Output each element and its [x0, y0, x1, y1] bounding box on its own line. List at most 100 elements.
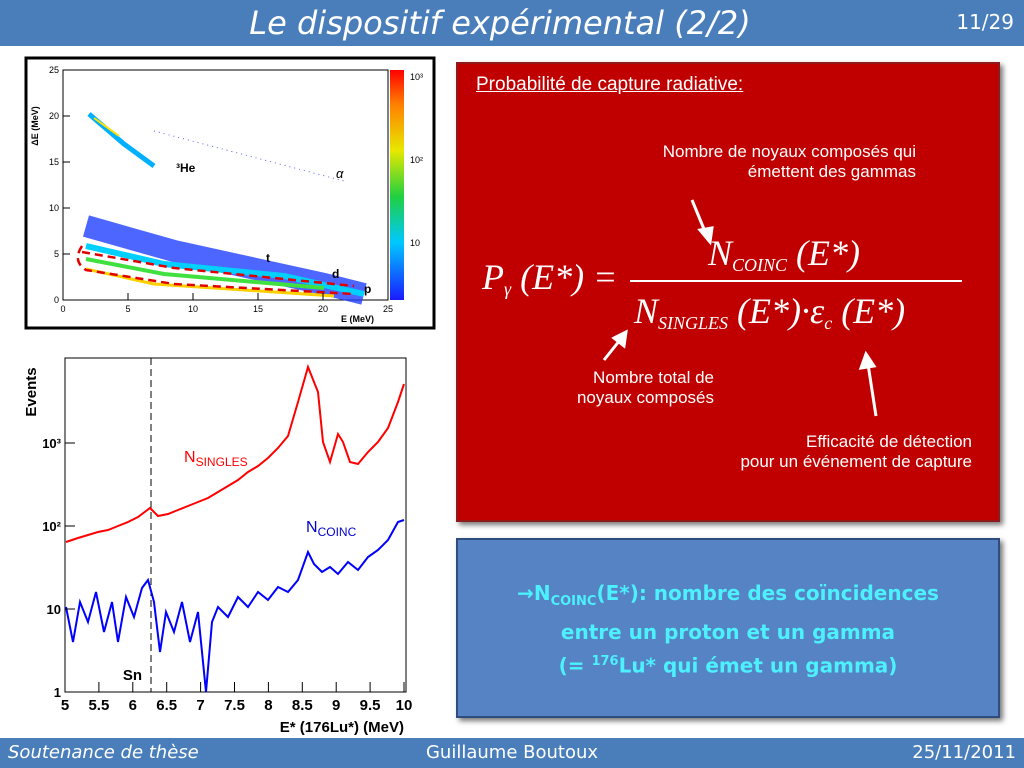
x-tick-label: 25 — [383, 304, 393, 314]
x-tick-label: 5 — [125, 304, 130, 314]
symbol: (E*) — [841, 291, 906, 331]
arrow — [602, 339, 622, 361]
coinc-main: N — [306, 519, 318, 536]
cut-contour — [81, 250, 355, 288]
label-t: t — [266, 251, 270, 265]
text: Lu* qui émet un gamma) — [618, 653, 898, 678]
note-line: pour un événement de capture — [740, 452, 972, 471]
y-axis-label: Events — [23, 367, 40, 416]
x-tick-label: 6 — [129, 697, 137, 714]
de-figure: ³He α t d p ΔE (MeV) E (MeV) 0 5 10 15 20 25 0… — [24, 56, 436, 330]
y-tick-label: 10 — [49, 203, 59, 213]
title: Le dispositif expérimental (2/2) — [249, 4, 751, 42]
singles-main: N — [184, 449, 196, 466]
band-he3-core — [93, 117, 120, 137]
superscript: 176 — [591, 654, 619, 669]
note-line: Nombre total de — [593, 368, 714, 387]
red-box: Probabilité de capture radiative: Nombre… — [456, 62, 1000, 522]
x-tick-label: 5 — [61, 697, 69, 714]
coinc-sub: COINC — [318, 525, 357, 539]
symbol: P — [482, 257, 504, 297]
colorbar-tick-label: 10² — [410, 155, 423, 165]
arrow-head — [697, 226, 714, 246]
y-tick-label: 10³ — [42, 436, 61, 451]
x-axis-label: E (MeV) — [341, 314, 374, 324]
x-tick-label: 7 — [196, 697, 204, 714]
text: (= — [558, 653, 592, 678]
note-left: Nombre total de noyaux composés — [577, 368, 714, 408]
symbol: (E*) = — [520, 257, 618, 297]
coinc-trace — [65, 519, 405, 693]
symbol: (E*)· — [737, 291, 810, 331]
x-tick-label: 6.5 — [156, 697, 177, 714]
coinc-label: NCOINC — [306, 519, 357, 539]
subscript: c — [824, 313, 833, 333]
note-line: émettent des gammas — [747, 162, 916, 181]
fraction-bar — [630, 280, 962, 282]
label-p: p — [364, 282, 371, 296]
note-line: noyaux composés — [576, 388, 714, 407]
x-tick-label: 9.5 — [360, 697, 381, 714]
header-bar: Le dispositif expérimental (2/2) 11/29 — [0, 0, 1024, 46]
footer-right: 25/11/2011 — [912, 742, 1016, 763]
colorbar-tick-label: 10³ — [410, 72, 423, 82]
symbol: N — [634, 291, 659, 331]
arrow-head — [858, 350, 877, 370]
note-line: Efficacité de détection — [805, 432, 972, 451]
colorbar-tick-label: 10 — [410, 238, 420, 248]
x-tick-label: 9 — [332, 697, 340, 714]
denominator: NSINGLES (E*)·εc (E*) — [634, 290, 905, 334]
arrows — [602, 199, 878, 417]
text: →N — [517, 581, 551, 605]
band-p — [85, 267, 335, 298]
formula-lhs: Pγ (E*) = — [482, 256, 617, 300]
note-right: Efficacité de détection pour un événement… — [740, 432, 972, 472]
singles-sub: SINGLES — [196, 455, 248, 469]
cut-contour — [76, 245, 355, 296]
x-tick-label: 8 — [264, 697, 272, 714]
page-number: 11/29 — [956, 10, 1014, 34]
band-d — [85, 257, 325, 290]
x-tick-label: 20 — [318, 304, 328, 314]
blue-box: →NCOINC(E*): nombre des coïncidences ent… — [456, 538, 1000, 718]
x-tick-label: 10 — [188, 304, 198, 314]
footer-left: Soutenance de thèse — [8, 742, 199, 763]
spectrum-figure: Sn NSINGLES NCOINC Events E* (176Lu*) (M… — [23, 357, 412, 736]
heading: Probabilité de capture radiative: — [476, 74, 744, 95]
y-tick-label: 20 — [49, 111, 59, 121]
y-tick-label: 25 — [49, 65, 59, 75]
symbol: (E*) — [796, 233, 860, 273]
y-tick-label: 15 — [49, 157, 59, 167]
band-t — [85, 243, 365, 297]
subscript: COINC — [550, 594, 597, 609]
numerator: NCOINC (E*) — [708, 232, 860, 276]
arrow — [866, 363, 878, 417]
arrow-head — [611, 329, 628, 349]
x-tick-label: 0 — [60, 304, 65, 314]
colorbar — [390, 70, 404, 300]
y-tick-label: 0 — [54, 295, 59, 305]
label-he3: ³He — [176, 161, 196, 175]
line: entre un proton et un gamma — [560, 620, 896, 644]
footer-bar: Soutenance de thèse Guillaume Boutoux 25… — [0, 738, 1024, 768]
note-top: Nombre de noyaux composés qui émettent de… — [663, 142, 916, 182]
y-tick-label: 10 — [47, 602, 61, 617]
line: (= 176Lu* qui émet un gamma) — [458, 647, 998, 681]
x-tick-label: 7.5 — [224, 697, 245, 714]
footer-center: Guillaume Boutoux — [425, 742, 599, 763]
subscript: SINGLES — [658, 313, 729, 333]
y-tick-label: 5 — [54, 249, 59, 259]
scatter-bands — [76, 112, 367, 305]
note-line: Nombre de noyaux composés qui — [662, 142, 916, 161]
text: (E*): nombre des coïncidences — [596, 581, 939, 605]
label-alpha: α — [336, 166, 344, 181]
box-text: →NCOINC(E*): nombre des coïncidences ent… — [458, 578, 998, 681]
symbol: N — [708, 233, 733, 273]
x-tick-label: 15 — [253, 304, 263, 314]
sn-label: Sn — [123, 667, 142, 684]
subscript: γ — [504, 279, 512, 299]
y-tick-label: 1 — [54, 685, 61, 700]
subscript: COINC — [732, 255, 788, 275]
line: →NCOINC(E*): nombre des coïncidences — [458, 578, 998, 617]
